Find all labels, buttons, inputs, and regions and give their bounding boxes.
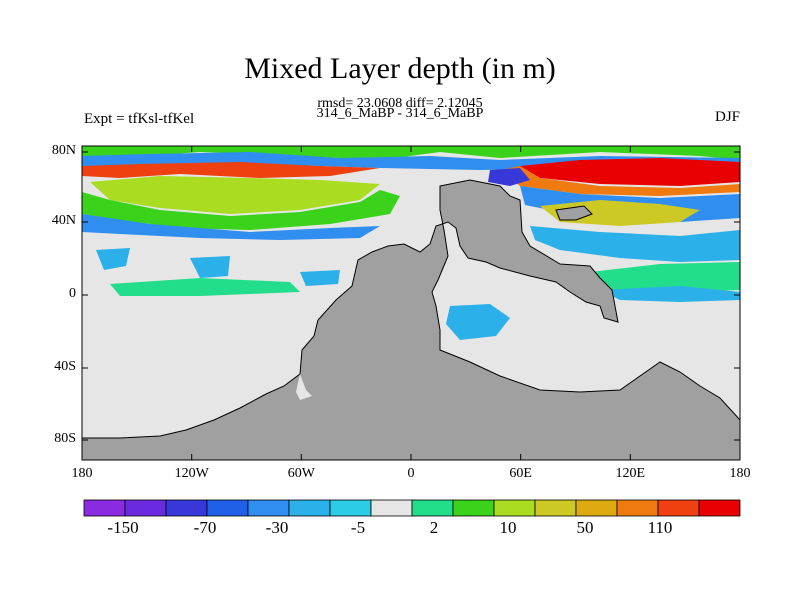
colorbar-swatch	[83, 499, 126, 517]
lon-tick-label: 120E	[615, 466, 646, 481]
colorbar-swatch	[124, 499, 167, 517]
field-yellow-left	[90, 176, 380, 214]
colorbar-swatch	[657, 499, 700, 517]
colorbar-swatch	[247, 499, 290, 517]
field-blue-band-left	[82, 214, 380, 240]
experiment-label: Expt = tfKsl-tfKel	[84, 111, 195, 127]
colorbar-swatch	[288, 499, 331, 517]
colorbar-swatch	[206, 499, 249, 517]
field-cyan-tropic2	[190, 256, 230, 278]
lon-tick-label: 60W	[287, 466, 315, 481]
lon-tick-label: 180	[71, 466, 93, 481]
colorbar	[83, 499, 741, 517]
lat-tick-label: 0	[69, 286, 76, 301]
colorbar-label: 50	[576, 518, 594, 537]
map-title: Mixed Layer depth (in m)	[244, 52, 556, 85]
field-cyan-tropic1	[96, 248, 130, 270]
lon-tick-label: 0	[407, 466, 415, 481]
lat-tick-label: 40S	[54, 359, 76, 374]
colorbar-label: -5	[350, 518, 366, 537]
colorbar-swatch	[575, 499, 618, 517]
field-cyan-atlantic	[446, 304, 510, 340]
stats-line: rmsd= 23.0608 diff= 2.12045	[317, 96, 483, 111]
colorbar-label: -70	[193, 518, 217, 537]
season-label: DJF	[714, 109, 740, 125]
field-north-green	[82, 146, 740, 160]
colorbar-swatch	[698, 499, 741, 517]
field-green-tropic	[110, 278, 300, 296]
field-red-right	[520, 158, 740, 186]
colorbar-swatch	[493, 499, 536, 517]
lon-tick-label: 120W	[174, 466, 209, 481]
field-red-left	[82, 162, 380, 178]
field-cyan-east	[530, 226, 740, 262]
colorbar-swatch	[616, 499, 659, 517]
land-island	[555, 205, 593, 221]
colorbar-swatch	[165, 499, 208, 517]
field-cyan-east2	[600, 286, 740, 302]
lat-tick-label: 80S	[54, 431, 76, 446]
field-orange-right	[500, 166, 740, 196]
axis-ticks	[81, 146, 741, 460]
colorbar-label: 10	[499, 518, 517, 537]
colorbar-swatch	[534, 499, 577, 517]
field-purple-patch	[488, 168, 530, 186]
colorbar-swatch	[411, 499, 454, 517]
field-cyan-tropic3	[300, 270, 340, 286]
colorbar-label: -150	[107, 518, 139, 537]
field-green-east	[590, 262, 740, 294]
colorbar-label: 110	[647, 518, 673, 537]
land-isthmus-gap	[296, 374, 312, 400]
land-americas	[81, 179, 741, 461]
lon-tick-label: 60E	[509, 466, 532, 481]
colorbar-label: -30	[265, 518, 289, 537]
colorbar-swatch	[452, 499, 495, 517]
colorbar-swatch	[329, 499, 372, 517]
colorbar-swatch	[370, 499, 413, 517]
field-green-left	[82, 190, 400, 230]
subtitle: 314_6_MaBP - 314_6_MaBP	[316, 106, 484, 121]
lat-tick-label: 40N	[51, 213, 76, 228]
colorbar-label: 2	[429, 518, 439, 537]
lon-tick-label: 180	[729, 466, 751, 481]
lat-tick-label: 80N	[51, 143, 76, 158]
